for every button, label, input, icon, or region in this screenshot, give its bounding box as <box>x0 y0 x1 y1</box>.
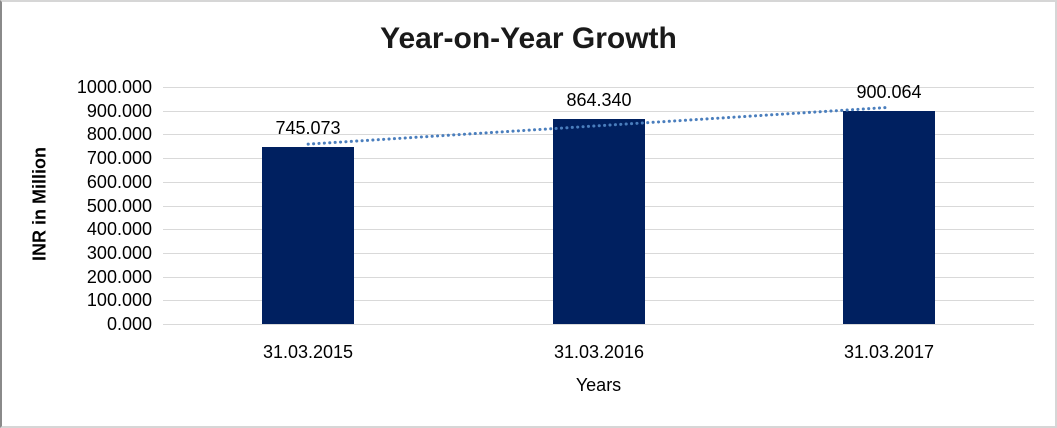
bar-31.03.2016 <box>553 119 645 324</box>
y-axis-tick-label: 800.000 <box>86 124 152 144</box>
trendline <box>306 105 891 146</box>
x-axis-tick-label: 31.03.2017 <box>843 342 935 362</box>
plot-area: 745.073 864.340 900.064 <box>163 82 1034 325</box>
bar-data-label: 745.073 <box>275 118 341 138</box>
x-axis-tick-label: 31.03.2016 <box>553 342 645 362</box>
gridline <box>163 87 1034 88</box>
x-axis-tick-label: 31.03.2015 <box>262 342 354 362</box>
chart-title: Year-on-Year Growth <box>380 22 677 55</box>
x-axis-title: Years <box>575 375 622 395</box>
y-axis-tick-label: 600.000 <box>86 172 152 192</box>
gridline <box>163 111 1034 112</box>
y-axis-tick-label: 200.000 <box>86 267 152 287</box>
bar-data-label: 900.064 <box>856 82 922 102</box>
y-axis-tick-label: 400.000 <box>86 219 152 239</box>
y-axis-tick-label: 0.000 <box>106 314 152 334</box>
bar-data-label: 864.340 <box>566 90 632 110</box>
bar-31.03.2015 <box>262 147 354 324</box>
y-axis-tick-label: 500.000 <box>86 196 152 216</box>
y-axis-tick-label: 1000.000 <box>76 77 152 97</box>
y-axis-tick-label: 900.000 <box>86 101 152 121</box>
y-axis-tick-label: 700.000 <box>86 148 152 168</box>
trendline-segment <box>306 105 891 146</box>
y-axis-tick-label: 100.000 <box>86 290 152 310</box>
bar-31.03.2017 <box>843 111 935 324</box>
gridline <box>163 324 1034 325</box>
y-axis-tick-label: 300.000 <box>86 243 152 263</box>
